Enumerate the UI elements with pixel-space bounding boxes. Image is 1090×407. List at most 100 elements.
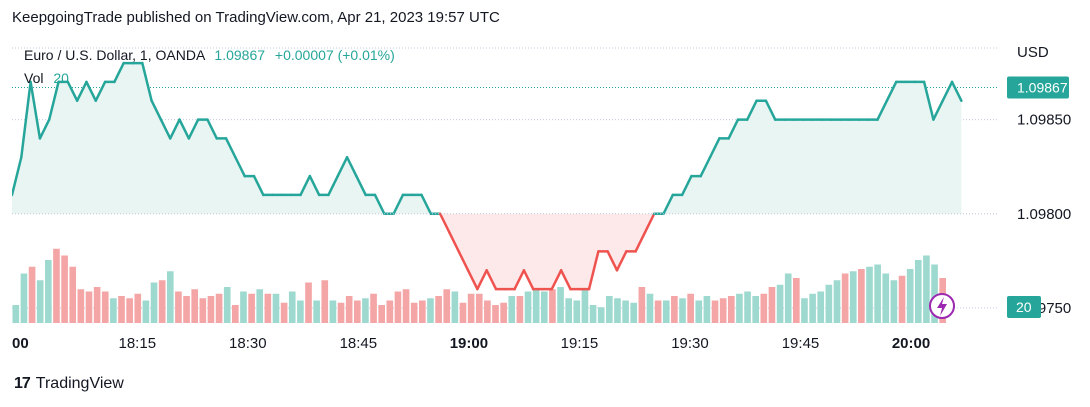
volume-bar bbox=[101, 291, 109, 323]
price-line-segment bbox=[373, 193, 386, 216]
volume-bar bbox=[256, 289, 264, 323]
x-tick-label: 19:15 bbox=[561, 335, 599, 352]
volume-bar bbox=[61, 255, 68, 323]
volume-bar bbox=[419, 300, 426, 323]
x-tick-label: 18:30 bbox=[229, 335, 267, 352]
volume-bar bbox=[614, 298, 621, 323]
price-line-segment bbox=[699, 155, 712, 178]
volume-bar bbox=[183, 296, 190, 323]
price-line-segment bbox=[746, 99, 758, 121]
volume-bar bbox=[232, 305, 239, 323]
price-line-segment bbox=[941, 80, 954, 102]
volume-bar bbox=[671, 296, 678, 323]
volume-bar bbox=[313, 300, 320, 323]
volume-label: Vol bbox=[24, 70, 44, 86]
volume-bar bbox=[784, 273, 792, 323]
volume-bar bbox=[12, 305, 20, 323]
price-line-segment bbox=[159, 118, 172, 140]
x-tick-label: 19:00 bbox=[450, 335, 488, 352]
currency-label: USD bbox=[1017, 44, 1049, 61]
volume-bar bbox=[736, 293, 743, 323]
volume-bar bbox=[150, 282, 158, 323]
volume-bar bbox=[508, 296, 516, 323]
price-line-segment bbox=[420, 193, 433, 216]
price-line-segment bbox=[20, 80, 32, 159]
volume-bar bbox=[825, 284, 833, 323]
price-line-segment bbox=[29, 80, 42, 140]
price-line-segment bbox=[438, 212, 451, 234]
volume-bar bbox=[337, 302, 345, 323]
volume-bar bbox=[890, 280, 898, 323]
volume-bar bbox=[353, 300, 361, 323]
volume-bar bbox=[345, 296, 353, 323]
price-line-segment bbox=[94, 80, 107, 102]
volume-bar bbox=[565, 298, 572, 323]
price-line-segment bbox=[727, 118, 740, 140]
price-line-segment bbox=[234, 155, 246, 178]
tradingview-brand: TradingView bbox=[35, 375, 124, 392]
volume-bar bbox=[638, 287, 646, 323]
price-line-segment bbox=[224, 137, 237, 159]
price-line-segment bbox=[141, 61, 153, 102]
price-line-segment bbox=[466, 269, 479, 291]
volume-bar bbox=[687, 293, 694, 323]
y-tick-label: 1.09850 bbox=[1017, 112, 1071, 129]
volume-bar bbox=[223, 287, 231, 323]
volume-bar bbox=[801, 298, 808, 323]
lightning-bolt-icon bbox=[937, 297, 947, 316]
volume-bar bbox=[288, 291, 296, 323]
volume-bar bbox=[719, 298, 727, 323]
volume-bar bbox=[622, 300, 629, 323]
volume-bar bbox=[272, 293, 280, 323]
volume-bar bbox=[370, 293, 377, 323]
volume-bar bbox=[492, 305, 499, 323]
volume-bar bbox=[752, 296, 759, 323]
volume-bar bbox=[378, 305, 385, 323]
volume-bar bbox=[630, 302, 638, 323]
volume-bar bbox=[654, 300, 662, 323]
price-line-segment bbox=[206, 118, 219, 140]
volume-bar bbox=[410, 302, 418, 323]
price-line-segment bbox=[876, 99, 889, 121]
x-tick-label: 00 bbox=[12, 335, 29, 352]
volume-bar bbox=[711, 300, 719, 323]
volume-bar bbox=[93, 287, 101, 323]
x-tick-label: 18:15 bbox=[119, 335, 157, 352]
volume-bar bbox=[166, 271, 174, 323]
chart-area[interactable]: USD 1.09850 1.09800 1.09750 1.09867 20 00 18:15… bbox=[12, 38, 1082, 358]
volume-bar bbox=[36, 280, 44, 323]
volume-bar bbox=[264, 293, 272, 323]
volume-bar bbox=[321, 280, 329, 323]
price-line-segment bbox=[187, 118, 200, 140]
volume-bar bbox=[459, 302, 467, 323]
price-line-segment bbox=[764, 99, 777, 121]
volume-bar bbox=[435, 296, 442, 323]
volume-bar bbox=[760, 293, 768, 323]
volume-bar bbox=[451, 291, 459, 323]
volume-value: 20 bbox=[53, 70, 69, 86]
volume-bar bbox=[28, 266, 36, 323]
volume-bar bbox=[866, 266, 873, 323]
price-line-segment bbox=[168, 118, 181, 140]
price-line-segment bbox=[308, 174, 321, 197]
price-line-segment bbox=[634, 231, 647, 253]
price-line-segment bbox=[932, 99, 944, 121]
volume-bar bbox=[77, 289, 85, 323]
price-line-segment bbox=[327, 174, 340, 197]
volume-bar bbox=[906, 269, 914, 323]
up-area-fill bbox=[12, 63, 962, 214]
volume-bar bbox=[882, 273, 890, 323]
price-change: +0.00007 (+0.01%) bbox=[274, 47, 395, 63]
volume-bar bbox=[662, 300, 670, 323]
price-line-segment bbox=[680, 174, 693, 197]
price-line-segment bbox=[113, 61, 125, 84]
volume-legend: Vol 20 bbox=[24, 70, 69, 86]
volume-bar bbox=[305, 282, 312, 323]
price-line-segment bbox=[662, 193, 675, 216]
tradingview-footer[interactable]: 17 TradingView bbox=[14, 375, 124, 393]
volume-bar bbox=[817, 291, 825, 323]
volume-bar bbox=[248, 293, 255, 323]
price-line-segment bbox=[643, 212, 656, 234]
volume-bar bbox=[394, 291, 402, 323]
